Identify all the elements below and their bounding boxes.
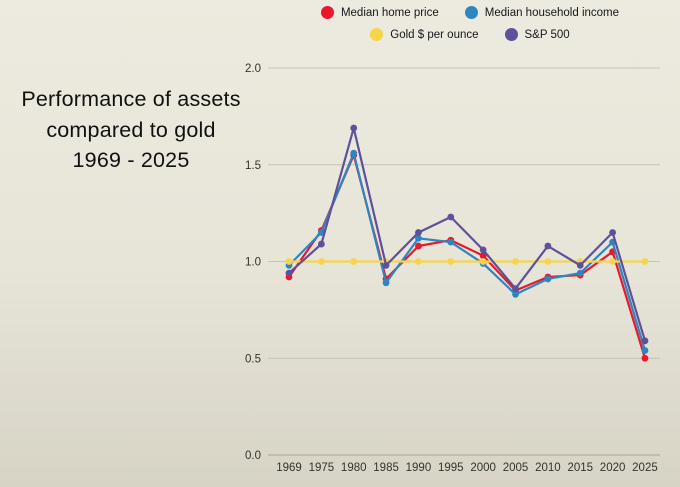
legend-label: S&P 500 [524, 28, 570, 41]
data-point [447, 258, 455, 265]
x-axis-tick-label: 2020 [600, 462, 626, 474]
y-axis-tick-label: 0.0 [245, 450, 261, 462]
data-point [415, 234, 422, 242]
data-point [641, 337, 649, 345]
legend-row-1: Median home price Median household incom… [268, 6, 672, 19]
data-point [479, 252, 487, 260]
legend-swatch-blue-icon [464, 6, 478, 19]
chart-title-line-2: compared to gold [46, 117, 216, 142]
data-point [576, 269, 584, 277]
data-point [512, 285, 519, 292]
data-point [544, 258, 552, 265]
data-point [350, 149, 358, 157]
data-point [285, 258, 293, 265]
legend-item-gold-per-ounce: Gold $ per ounce [370, 28, 479, 41]
data-point [641, 347, 649, 354]
x-axis-tick-label: 2025 [632, 462, 658, 474]
legend-item-median-household-income: Median household income [464, 6, 620, 19]
legend-label: Gold $ per ounce [390, 28, 479, 41]
data-point [382, 261, 390, 269]
data-point [350, 258, 358, 265]
data-point [641, 354, 649, 362]
x-axis-tick-label: 2005 [503, 462, 529, 474]
y-axis-tick-label: 2.0 [245, 63, 261, 75]
chart-title: Performance of assets compared to gold 1… [0, 84, 262, 176]
data-point [447, 238, 455, 246]
data-point [641, 258, 649, 265]
x-axis-tick-label: 1995 [438, 462, 464, 474]
y-axis-tick-label: 1.0 [245, 257, 261, 269]
data-point [382, 279, 390, 287]
data-point [285, 269, 293, 277]
data-point [479, 246, 487, 254]
data-point [415, 258, 422, 265]
data-point [609, 229, 616, 236]
x-axis-tick-label: 2000 [470, 462, 496, 474]
data-point [415, 229, 422, 236]
data-point [317, 258, 325, 265]
legend-swatch-red-icon [320, 6, 334, 19]
data-point [479, 258, 487, 265]
x-axis-tick-label: 1969 [276, 462, 302, 474]
chart-title-line-3: 1969 - 2025 [72, 148, 190, 173]
series-line-3 [287, 126, 647, 342]
series-line-0 [287, 153, 647, 360]
data-point [544, 275, 552, 283]
legend-swatch-yellow-icon [370, 28, 384, 41]
x-axis-tick-label: 2015 [567, 462, 593, 474]
data-point [415, 242, 422, 250]
legend-swatch-purple-icon [504, 28, 518, 41]
x-axis-tick-label: 1990 [406, 462, 432, 474]
series-line-1 [287, 152, 647, 352]
y-axis-tick-label: 0.5 [245, 353, 261, 365]
chart-title-line-1: Performance of assets [21, 87, 241, 111]
y-axis-tick-label: 1.5 [245, 160, 261, 172]
x-axis-tick-label: 1985 [373, 462, 399, 474]
legend-item-sp500: S&P 500 [504, 28, 570, 41]
data-point [544, 242, 552, 250]
x-axis-tick-label: 1980 [341, 462, 367, 474]
data-point [512, 290, 519, 298]
x-axis-tick-label: 1975 [309, 462, 335, 474]
legend-row-2: Gold $ per ounce S&P 500 [268, 28, 672, 41]
legend-item-median-home-price: Median home price [320, 6, 439, 19]
data-point [512, 258, 519, 265]
data-point [576, 261, 584, 269]
data-point [609, 258, 616, 265]
chart-legend: Median home price Median household incom… [268, 6, 672, 50]
data-point [447, 213, 455, 221]
legend-label: Median household income [484, 6, 620, 19]
data-point [350, 124, 358, 132]
x-axis-tick-label: 2010 [535, 462, 561, 474]
data-point [317, 240, 325, 248]
legend-label: Median home price [340, 6, 439, 19]
